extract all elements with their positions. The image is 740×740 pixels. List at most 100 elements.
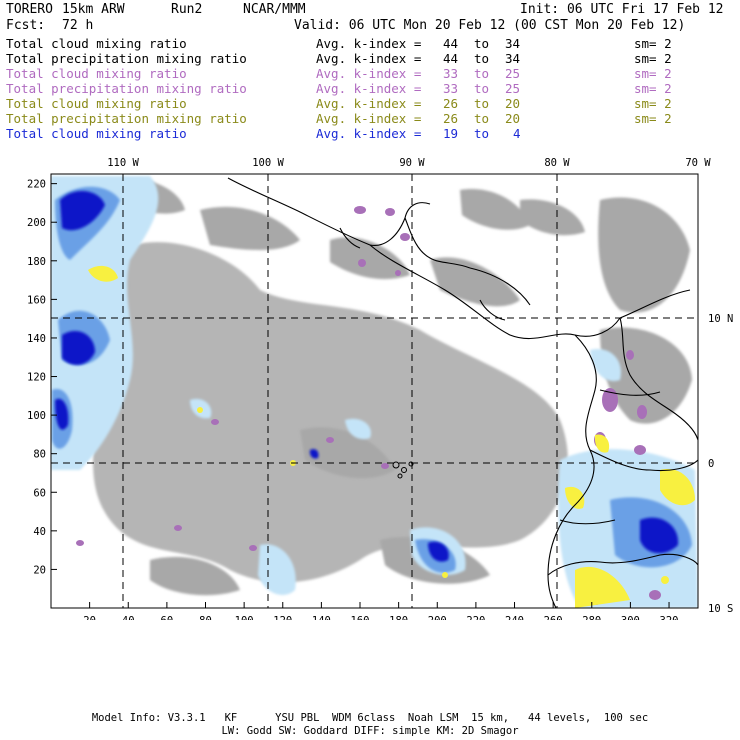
- y-axis: 20 40 60 80 100 120 140 160 180 200 220: [27, 179, 57, 576]
- model-info-line1: Model Info: V3.3.1 KF YSU PBL WDM 6class…: [91, 712, 649, 724]
- x-tick-label: 20: [83, 615, 96, 620]
- legend-sm: sm= 2: [634, 81, 672, 96]
- latitude-label: 0: [708, 458, 714, 470]
- legend-to-word: to: [474, 51, 490, 66]
- y-tick-label: 120: [27, 372, 46, 384]
- x-tick-label: 80: [199, 615, 212, 620]
- legend-to-word: to: [474, 36, 490, 51]
- valid-time: Valid: 06 UTC Mon 20 Feb 12 (00 CST Mon …: [294, 18, 686, 33]
- y-tick-label: 220: [27, 179, 46, 191]
- galapagos-islands: [392, 461, 414, 479]
- longitude-label: 100 W: [252, 157, 284, 169]
- x-tick-label: 200: [428, 615, 447, 620]
- legend-row: Total cloud mixing ratio Avg. k-index = …: [6, 126, 521, 141]
- y-tick-label: 80: [33, 449, 46, 461]
- legend-index-label: Avg. k-index =: [316, 66, 422, 81]
- forecast-map: 2040608010012014016018020022024026028030…: [27, 157, 733, 620]
- run-label: Run2: [171, 2, 203, 17]
- y-tick-label: 140: [27, 333, 46, 345]
- legend-from: 33: [443, 81, 459, 96]
- plot-frame: [50, 173, 699, 609]
- legend-sm: sm= 2: [634, 96, 672, 111]
- legend-sm: sm= 2: [634, 66, 672, 81]
- legend-field: Total precipitation mixing ratio: [6, 111, 247, 126]
- legend-index-label: Avg. k-index =: [316, 96, 422, 111]
- x-tick-label: 160: [351, 615, 370, 620]
- latitude-label: 10 S: [708, 603, 733, 615]
- legend-field: Total cloud mixing ratio: [6, 126, 187, 141]
- legend-to: 34: [505, 51, 521, 66]
- init-time: Init: 06 UTC Fri 17 Feb 12: [520, 2, 724, 17]
- legend-to: 4: [513, 126, 521, 141]
- model-name: TORERO: [6, 2, 53, 17]
- x-tick-label: 320: [660, 615, 679, 620]
- latitude-label: 10 N: [708, 313, 733, 325]
- legend-from: 44: [443, 51, 459, 66]
- legend-index-label: Avg. k-index =: [316, 111, 422, 126]
- legend-sm: sm= 2: [634, 51, 672, 66]
- legend-row: Total cloud mixing ratio Avg. k-index = …: [6, 66, 672, 81]
- yellow-patches: [88, 265, 695, 608]
- legend-from: 44: [443, 36, 459, 51]
- legend-row: Total precipitation mixing ratio Avg. k-…: [6, 51, 672, 66]
- legend-from: 26: [443, 96, 459, 111]
- dark-blue-cores: [55, 190, 679, 562]
- latitude-labels: 10 N 0 10 S: [708, 313, 733, 615]
- graticule: [51, 174, 698, 608]
- x-tick-label: 180: [389, 615, 408, 620]
- x-tick-label: 40: [122, 615, 135, 620]
- longitude-label: 90 W: [399, 157, 425, 169]
- x-tick-label: 140: [312, 615, 331, 620]
- x-axis: 20 40 60 80 100 120 140 160 180 200 220 240 260 280 30…: [83, 602, 679, 620]
- legend-field: Total cloud mixing ratio: [6, 66, 187, 81]
- y-tick-label: 60: [33, 487, 46, 499]
- x-tick-label: 100: [235, 615, 254, 620]
- legend-to: 25: [505, 81, 521, 96]
- x-tick-label: 120: [273, 615, 292, 620]
- forecast-label: Fcst:: [6, 18, 46, 33]
- x-tick-label: 280: [582, 615, 601, 620]
- legend-field: Total cloud mixing ratio: [6, 96, 187, 111]
- y-tick-label: 200: [27, 217, 46, 229]
- legend-to-word: to: [474, 126, 490, 141]
- model-resolution: 15km ARW: [62, 2, 125, 17]
- legend-row: Total precipitation mixing ratio Avg. k-…: [6, 111, 672, 126]
- longitude-label: 110 W: [107, 157, 139, 169]
- y-tick-label: 20: [33, 564, 46, 576]
- legend-field: Total precipitation mixing ratio: [6, 51, 247, 66]
- model-info-line2: LW: Godd SW: Goddard DIFF: simple KM: 2D…: [221, 725, 519, 737]
- legend-row: Total precipitation mixing ratio Avg. k-…: [6, 81, 672, 96]
- legend-to: 34: [505, 36, 521, 51]
- x-tick-label: 260: [544, 615, 563, 620]
- legend-to-word: to: [474, 96, 490, 111]
- x-tick-label: 300: [621, 615, 640, 620]
- y-tick-label: 40: [33, 526, 46, 538]
- y-tick-label: 100: [27, 410, 46, 422]
- forecast-hour: 72 h: [62, 18, 94, 33]
- org-label: NCAR/MMM: [243, 2, 306, 17]
- x-tick-label: 240: [505, 615, 524, 620]
- y-tick-label: 180: [27, 256, 46, 268]
- legend-to: 20: [505, 111, 521, 126]
- legend-to-word: to: [474, 81, 490, 96]
- cloud-field-layer: [51, 174, 698, 608]
- x-tick-label: 60: [161, 615, 174, 620]
- legend-to: 25: [505, 66, 521, 81]
- legend-sm: sm= 2: [634, 111, 672, 126]
- x-tick-label: 220: [466, 615, 485, 620]
- longitude-label: 70 W: [685, 157, 711, 169]
- legend-field: Total cloud mixing ratio: [6, 36, 187, 51]
- legend-to: 20: [505, 96, 521, 111]
- legend-index-label: Avg. k-index =: [316, 51, 422, 66]
- legend-index-label: Avg. k-index =: [316, 81, 422, 96]
- gray-cloud-patches: [93, 179, 692, 596]
- legend-from: 26: [443, 111, 459, 126]
- y-tick-label: 160: [27, 294, 46, 306]
- legend-from: 19: [443, 126, 459, 141]
- coastlines: [227, 177, 698, 608]
- legend-field: Total precipitation mixing ratio: [6, 81, 247, 96]
- legend-to-word: to: [474, 66, 490, 81]
- legend-to-word: to: [474, 111, 490, 126]
- legend-row: Total cloud mixing ratio Avg. k-index = …: [6, 36, 672, 51]
- longitude-label: 80 W: [544, 157, 570, 169]
